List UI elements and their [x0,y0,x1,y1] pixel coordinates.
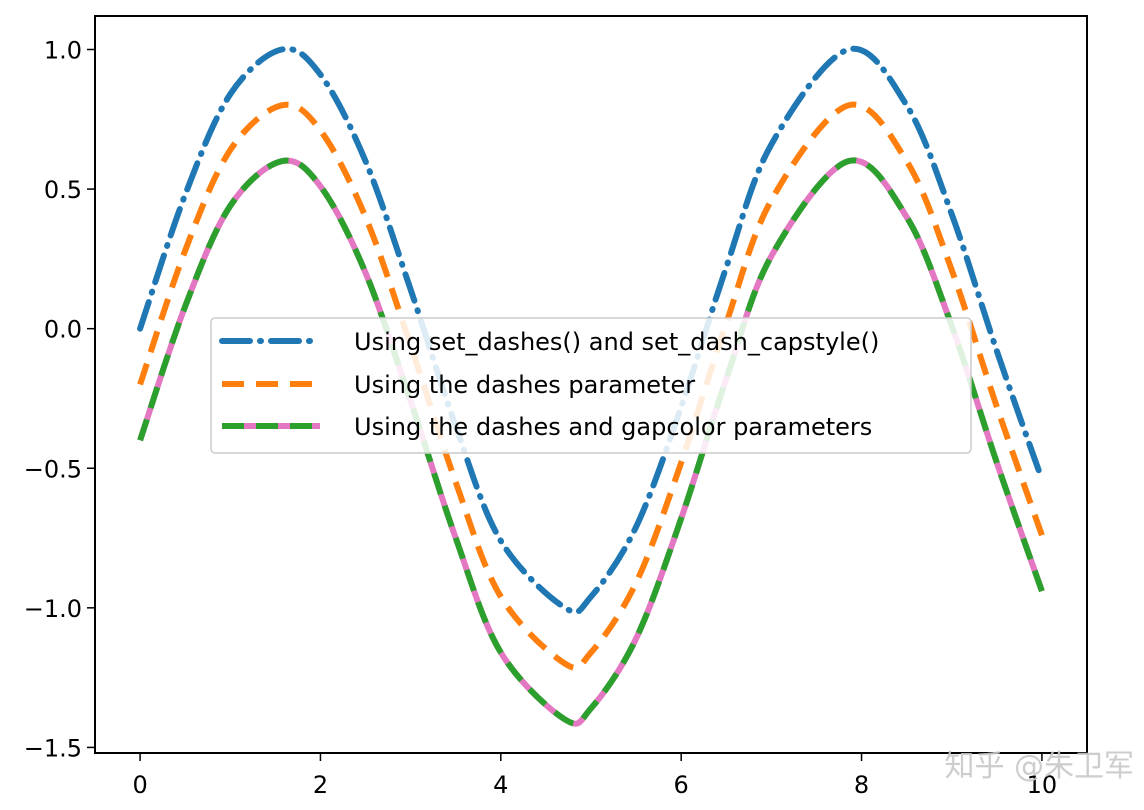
x-tick-label: 6 [674,771,689,799]
y-tick-label: 1.0 [44,37,82,65]
legend-item-1-label: Using set_dashes() and set_dash_capstyle… [354,328,879,356]
series-2-line [137,101,1045,671]
y-tick-label: −1.5 [24,734,82,762]
legend-item-3-label: Using the dashes and gapcolor parameters [354,413,872,441]
x-tick-label: 8 [854,771,869,799]
x-tick-label: 10 [1027,771,1058,799]
watermark-text: 知乎 @朱卫军 [944,749,1134,784]
x-tick-label: 4 [493,771,508,799]
legend: Using set_dashes() and set_dash_capstyle… [210,317,972,454]
y-tick-label: −0.5 [24,455,82,483]
legend-box [210,317,972,454]
series-1-line [137,45,1045,615]
x-tick-label: 0 [132,771,147,799]
x-tick-label: 2 [313,771,328,799]
axis-ticks: 0 2 4 6 8 10 1.0 0.5 0.0 −0.5 −1.0 −1.5 [24,37,1057,800]
plot-frame [94,15,1088,754]
series-3-line [137,157,1045,727]
y-tick-label: 0.5 [44,176,82,204]
y-tick-label: −1.0 [24,595,82,623]
legend-item-2-label: Using the dashes parameter [354,371,695,399]
series-lines [137,45,1045,727]
y-tick-label: 0.0 [44,316,82,344]
